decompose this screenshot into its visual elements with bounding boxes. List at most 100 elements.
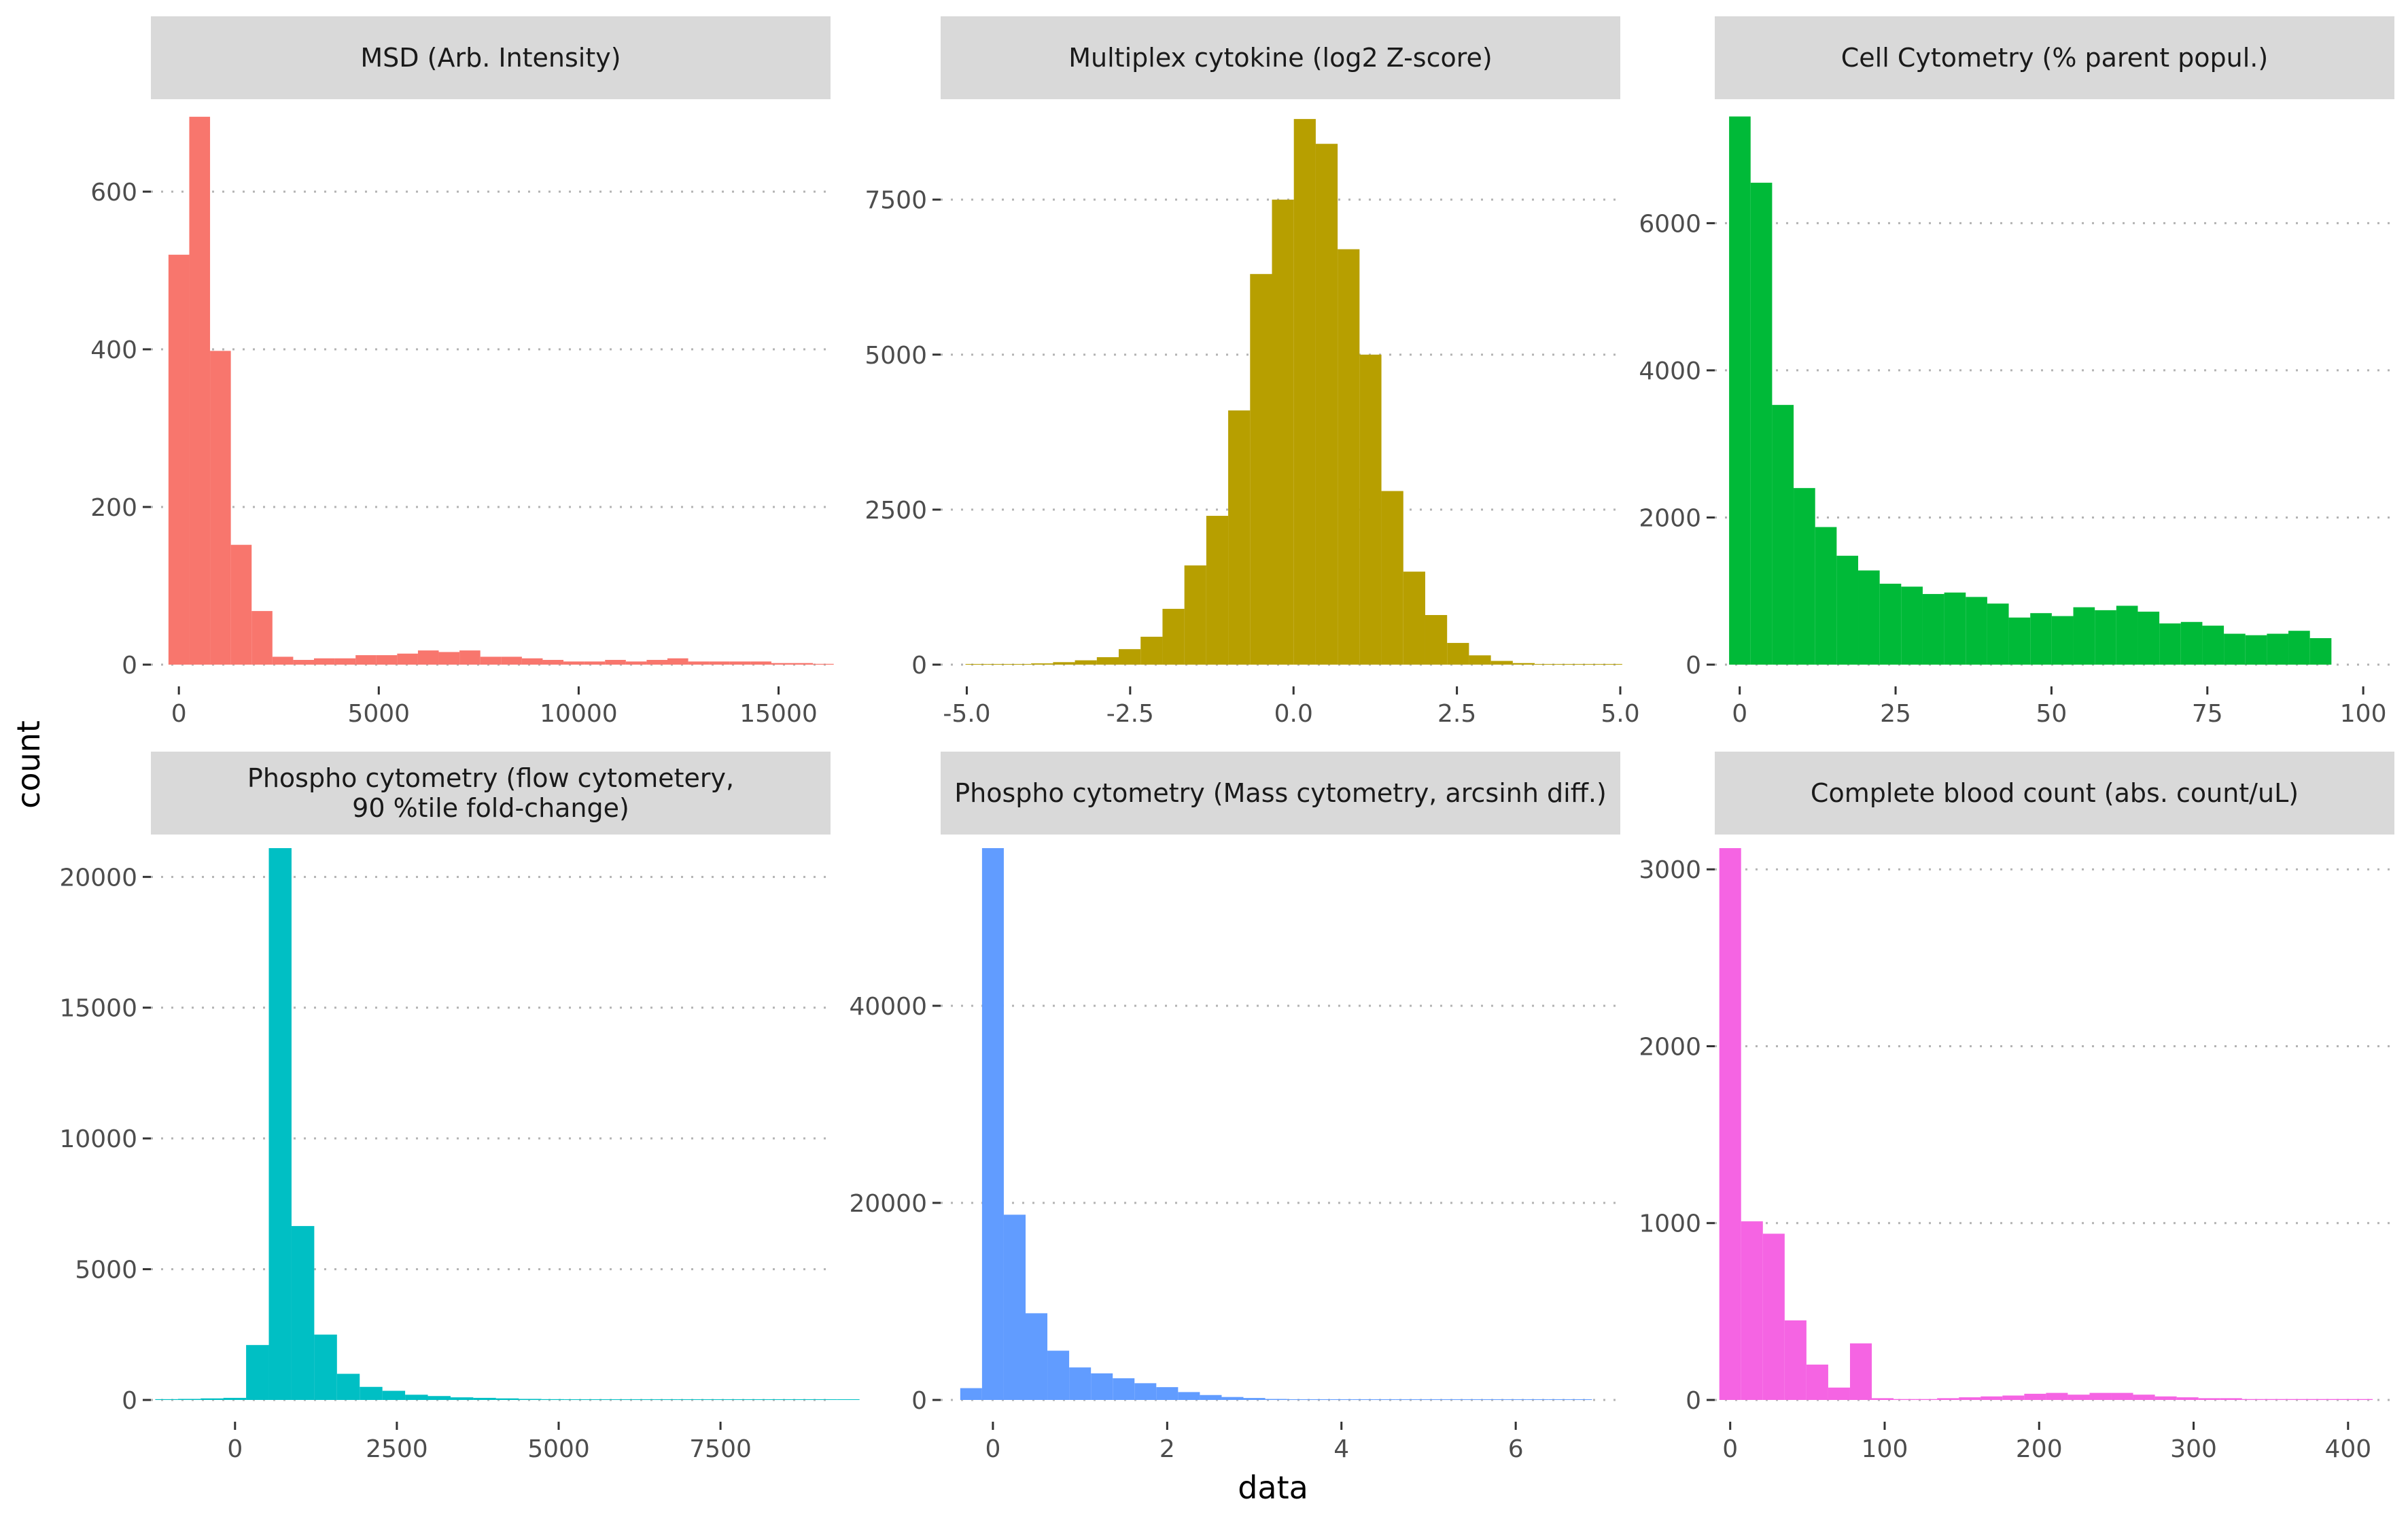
y-tick-label: 6000 bbox=[1639, 210, 1701, 238]
histogram-bar bbox=[223, 1397, 247, 1400]
x-tick-label: 100 bbox=[2340, 700, 2387, 728]
histogram-bar bbox=[1031, 663, 1053, 665]
histogram-bar bbox=[1815, 527, 1837, 665]
histogram-bar bbox=[334, 658, 356, 665]
histogram-bar bbox=[1026, 1313, 1048, 1400]
histogram-bar bbox=[501, 656, 522, 665]
y-tick-label: 400 bbox=[90, 336, 137, 364]
y-tick-label: 5000 bbox=[75, 1257, 137, 1284]
histogram-bar bbox=[1206, 516, 1229, 665]
histogram-bar bbox=[314, 658, 335, 665]
histogram-bar bbox=[1556, 664, 1579, 665]
histogram-bar bbox=[314, 1334, 337, 1400]
histogram-bar bbox=[521, 658, 543, 665]
histogram-bar bbox=[1134, 1383, 1157, 1400]
histogram-bar bbox=[2046, 1392, 2068, 1400]
panel-title: Cell Cytometry (% parent popul.) bbox=[1841, 43, 2268, 73]
histogram-bar bbox=[293, 660, 314, 665]
x-tick-label: 0 bbox=[1722, 1435, 1738, 1463]
histogram-bar bbox=[746, 1399, 769, 1400]
histogram-bar bbox=[473, 1397, 496, 1400]
x-tick-label: 0 bbox=[985, 1435, 1000, 1463]
histogram-bar bbox=[1272, 199, 1294, 665]
panel-title: Multiplex cytokine (log2 Z-score) bbox=[1068, 43, 1493, 73]
histogram-bar bbox=[251, 611, 273, 665]
panel-strip bbox=[941, 752, 1620, 835]
x-tick-label: 5000 bbox=[527, 1435, 590, 1463]
histogram-bar bbox=[1600, 664, 1622, 665]
histogram-bar bbox=[768, 1399, 792, 1400]
histogram-bar bbox=[1526, 1399, 1549, 1400]
histogram-bar bbox=[1505, 1399, 1527, 1400]
x-tick-label: 25 bbox=[1880, 700, 1911, 728]
x-tick-label: 300 bbox=[2170, 1435, 2217, 1463]
histogram-bar bbox=[2307, 1399, 2329, 1400]
histogram-bar bbox=[405, 1395, 428, 1400]
histogram-bar bbox=[336, 1373, 360, 1400]
histogram-bar bbox=[625, 661, 647, 665]
histogram-bar bbox=[2095, 610, 2116, 665]
histogram-bar bbox=[1119, 649, 1141, 665]
x-tick-label: 10000 bbox=[540, 700, 618, 728]
histogram-bar bbox=[2008, 617, 2031, 665]
panel-strip bbox=[151, 752, 831, 835]
histogram-bar bbox=[542, 660, 564, 665]
histogram-bar bbox=[200, 1398, 224, 1400]
panel-title: Phospho cytometry (Mass cytometry, arcsi… bbox=[954, 778, 1607, 808]
histogram-bar bbox=[1315, 143, 1338, 665]
histogram-bar bbox=[563, 661, 584, 665]
histogram-bar bbox=[376, 655, 398, 665]
histogram-bar bbox=[1469, 655, 1491, 665]
histogram-bar bbox=[1069, 1367, 1092, 1400]
histogram-bar bbox=[584, 661, 606, 665]
histogram-bar bbox=[632, 1399, 655, 1400]
histogram-bar bbox=[2154, 1396, 2177, 1400]
histogram-bar bbox=[2241, 1399, 2264, 1400]
histogram-bar bbox=[1828, 1387, 1850, 1400]
histogram-bar bbox=[1915, 1399, 1938, 1400]
y-tick-label: 2000 bbox=[1639, 1033, 1701, 1061]
histogram-bar bbox=[2116, 606, 2138, 665]
y-tick-label: 5000 bbox=[865, 342, 927, 370]
histogram-bar bbox=[1490, 661, 1513, 665]
histogram-bar bbox=[1806, 1364, 1828, 1400]
histogram-bar bbox=[1447, 643, 1469, 665]
histogram-bar bbox=[1879, 583, 1902, 665]
histogram-bar bbox=[1966, 597, 1987, 665]
histogram-bar bbox=[459, 650, 481, 665]
histogram-bar bbox=[2285, 1399, 2307, 1400]
histogram-bar bbox=[1381, 491, 1403, 665]
histogram-bar bbox=[1003, 1214, 1026, 1400]
panel-strip bbox=[151, 16, 831, 99]
x-tick-label: 7500 bbox=[689, 1435, 752, 1463]
y-tick-label: 15000 bbox=[59, 995, 137, 1023]
x-tick-label: 2.5 bbox=[1437, 700, 1476, 728]
y-tick-label: 0 bbox=[911, 652, 927, 680]
histogram-bar bbox=[480, 656, 502, 665]
histogram-bar bbox=[1403, 572, 1425, 665]
histogram-bar bbox=[1548, 1399, 1571, 1400]
x-tick-label: 6 bbox=[1508, 1435, 1524, 1463]
histogram-bar bbox=[1922, 594, 1944, 665]
panel-title: Phospho cytometry (flow cytometery, bbox=[247, 763, 734, 793]
histogram-bar bbox=[1987, 603, 2009, 665]
histogram-bar bbox=[155, 1399, 178, 1400]
histogram-bar bbox=[1719, 848, 1741, 1400]
histogram-bar bbox=[709, 661, 730, 665]
histogram-bar bbox=[1512, 663, 1535, 665]
histogram-bar bbox=[519, 1399, 542, 1400]
histogram-bar bbox=[771, 663, 792, 665]
x-tick-label: 50 bbox=[2036, 700, 2067, 728]
histogram-bar bbox=[272, 656, 294, 665]
histogram-bar bbox=[791, 1399, 814, 1400]
histogram-bar bbox=[360, 1386, 383, 1400]
x-tick-label: 2 bbox=[1159, 1435, 1175, 1463]
y-tick-label: 1000 bbox=[1639, 1210, 1701, 1238]
histogram-bar bbox=[2180, 622, 2203, 665]
y-tick-label: 7500 bbox=[865, 187, 927, 215]
histogram-bar bbox=[2220, 1398, 2242, 1400]
histogram-bar bbox=[2245, 635, 2267, 665]
histogram-bar bbox=[2351, 1399, 2373, 1400]
